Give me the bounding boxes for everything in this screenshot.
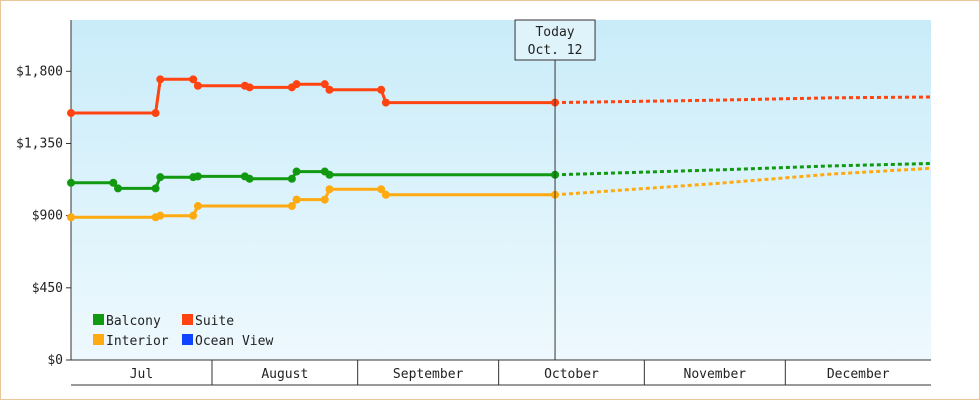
data-point	[381, 190, 390, 199]
x-month-label: August	[261, 367, 308, 382]
data-point	[325, 85, 334, 94]
legend-swatch	[93, 314, 104, 325]
y-tick-label: $1,800	[16, 64, 63, 79]
y-axis: $0 $450 $900 $1,350 $1,800	[16, 20, 72, 368]
data-point	[67, 178, 75, 187]
data-point	[189, 211, 198, 220]
data-point	[292, 80, 301, 89]
legend-label: Interior	[106, 334, 169, 349]
data-point	[287, 202, 296, 211]
data-point	[377, 185, 386, 194]
legend: Balcony Suite Interior Ocean View	[93, 314, 273, 349]
series-forecast-line	[554, 166, 932, 197]
plot-area	[71, 20, 931, 360]
series-layer	[67, 75, 932, 222]
data-point	[325, 185, 334, 194]
data-point	[245, 174, 254, 183]
legend-label: Suite	[195, 314, 234, 329]
data-point	[193, 202, 202, 211]
data-point	[245, 83, 254, 92]
legend-label: Balcony	[106, 314, 161, 329]
data-point	[320, 80, 329, 89]
x-month-label: September	[393, 367, 464, 382]
series-suite	[67, 75, 932, 118]
series-forecast-line	[554, 162, 932, 177]
y-tick-label: $900	[32, 209, 63, 224]
data-point	[156, 75, 165, 84]
data-point	[193, 172, 202, 181]
data-point	[156, 173, 165, 182]
x-month-label: December	[827, 367, 890, 382]
data-point	[189, 75, 198, 84]
x-month-label: October	[544, 367, 599, 382]
y-tick-label: $450	[32, 281, 63, 296]
series-forecast-line	[554, 95, 932, 105]
data-point	[377, 85, 386, 94]
data-point	[151, 184, 160, 193]
series-line	[71, 170, 555, 190]
today-marker: Today Oct. 12	[514, 19, 596, 360]
data-point	[320, 195, 329, 204]
data-point	[109, 178, 118, 187]
legend-swatch	[93, 334, 104, 345]
y-tick-label: $0	[47, 353, 63, 368]
today-label: Today	[535, 25, 574, 40]
x-month-label: November	[684, 367, 747, 382]
data-point	[156, 211, 165, 220]
series-line	[71, 77, 555, 115]
data-point	[67, 109, 75, 118]
data-point	[381, 98, 390, 107]
series-balcony	[67, 162, 932, 193]
legend-swatch	[182, 314, 193, 325]
data-point	[151, 109, 160, 118]
data-point	[287, 174, 296, 183]
data-point	[193, 81, 202, 90]
legend-swatch	[182, 334, 193, 345]
data-point	[325, 170, 334, 179]
data-point	[292, 195, 301, 204]
today-date: Oct. 12	[528, 43, 583, 58]
today-box	[514, 19, 596, 61]
y-tick-label: $1,350	[16, 136, 63, 151]
legend-label: Ocean View	[195, 334, 273, 349]
x-axis: Jul August September October November Decembe…	[71, 359, 931, 386]
data-point	[292, 167, 301, 176]
x-month-label: Jul	[130, 367, 153, 382]
data-point	[67, 213, 75, 222]
data-point	[113, 184, 122, 193]
